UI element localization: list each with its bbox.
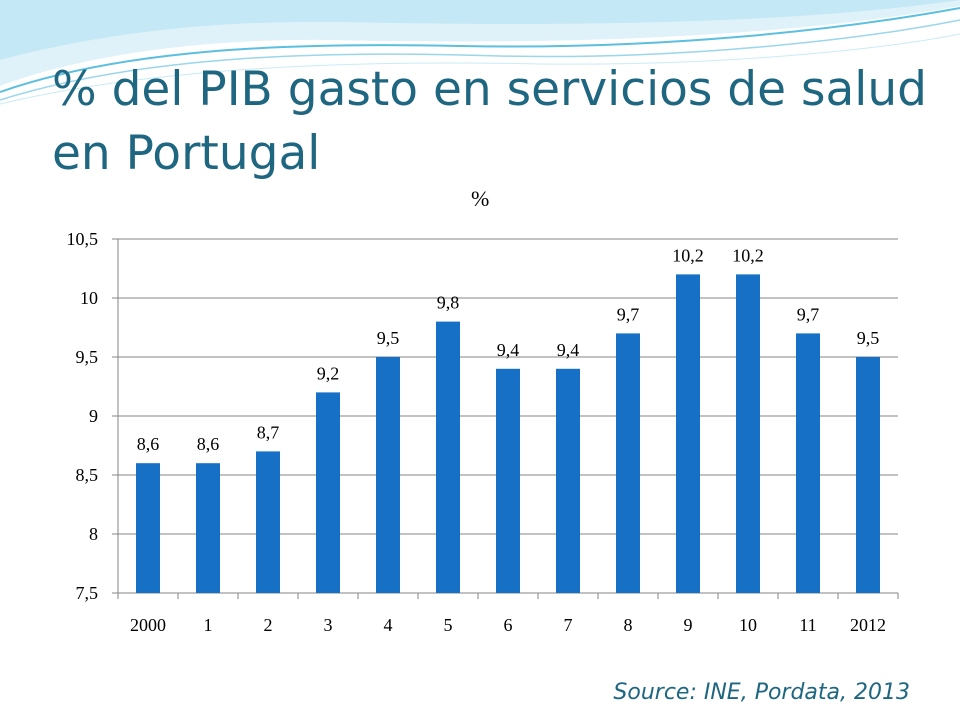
- data-label: 9,4: [497, 340, 520, 360]
- bar: [556, 368, 580, 593]
- x-tick-label: 5: [444, 615, 453, 635]
- y-tick-label: 8: [89, 524, 98, 544]
- x-tick-label: 8: [624, 615, 633, 635]
- bars: [136, 274, 880, 593]
- data-label: 8,6: [137, 434, 160, 454]
- bar: [196, 463, 220, 593]
- x-tick-label: 4: [384, 615, 393, 635]
- x-tick-label: 9: [684, 615, 693, 635]
- y-tick-label: 8,5: [76, 465, 99, 485]
- x-tick-label: 10: [739, 615, 757, 635]
- bar: [736, 274, 760, 593]
- bar: [496, 368, 520, 593]
- unit-label: %: [471, 186, 490, 211]
- bar: [256, 451, 280, 593]
- data-label: 9,4: [557, 340, 580, 360]
- data-label: 9,7: [797, 304, 820, 324]
- data-label: 10,2: [732, 245, 764, 265]
- decorative-wave: [0, 0, 960, 105]
- bar: [136, 463, 160, 593]
- bar: [856, 357, 880, 593]
- data-label: 9,7: [617, 304, 640, 324]
- slide-title: % del PIB gasto en servicios de salud en…: [52, 62, 927, 181]
- y-tick-label: 7,5: [76, 583, 99, 603]
- data-label: 9,5: [377, 328, 400, 348]
- y-tick-label: 9,5: [76, 347, 99, 367]
- x-tick-label: 2: [264, 615, 273, 635]
- bar: [316, 392, 340, 593]
- x-tick-label: 7: [564, 615, 573, 635]
- axes: [112, 238, 899, 599]
- y-tick-label: 10: [80, 288, 98, 308]
- bar: [796, 333, 820, 593]
- bar: [616, 333, 640, 593]
- data-label: 8,7: [257, 422, 280, 442]
- x-tick-label: 2000: [130, 615, 166, 635]
- y-tick-label: 9: [89, 406, 98, 426]
- labels: 7,5 8 8,5 9 9,5 10 10,5 8,6 2000 8,6 1 8,7 2 9,2 3 9,5 4…: [67, 229, 887, 635]
- x-tick-label: 3: [324, 615, 333, 635]
- x-tick-label: 6: [504, 615, 513, 635]
- x-tick-label: 11: [799, 615, 816, 635]
- y-tick-label: 10,5: [67, 229, 99, 249]
- source-note: Source: INE, Pordata, 2013: [613, 680, 910, 705]
- data-label: 9,2: [317, 363, 340, 383]
- bar: [676, 274, 700, 593]
- data-label: 8,6: [197, 434, 220, 454]
- bar: [436, 321, 460, 593]
- x-tick-label: 2012: [850, 615, 886, 635]
- data-label: 10,2: [672, 245, 704, 265]
- data-label: 9,5: [857, 328, 880, 348]
- data-label: 9,8: [437, 293, 460, 313]
- bar: [376, 357, 400, 593]
- x-tick-label: 1: [204, 615, 213, 635]
